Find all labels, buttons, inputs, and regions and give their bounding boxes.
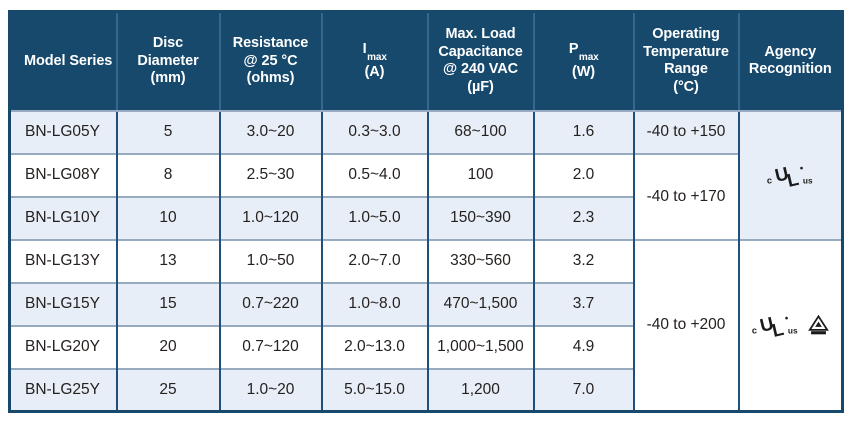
header-row: Model Series Disc Diameter (mm) Resistan… <box>8 11 843 112</box>
cULus-mark-icon: c U L us <box>767 162 813 189</box>
cell-model: BN-LG20Y <box>8 324 117 369</box>
cell-disc-diameter: 13 <box>115 238 220 283</box>
spec-table: Model Series Disc Diameter (mm) Resistan… <box>8 10 844 413</box>
cell-resistance: 1.0~120 <box>218 195 322 240</box>
cell-imax: 1.0~8.0 <box>320 281 428 326</box>
cell-resistance: 1.0~50 <box>218 238 322 283</box>
svg-text:us: us <box>788 326 798 336</box>
table-row: BN-LG25Y 25 1.0~20 5.0~15.0 1,200 7.0 <box>8 367 843 412</box>
cell-pmax: 2.3 <box>532 195 634 240</box>
cell-pmax: 2.0 <box>532 152 634 197</box>
cell-model: BN-LG05Y <box>8 109 117 154</box>
cell-disc-diameter: 15 <box>115 281 220 326</box>
svg-text:c: c <box>767 175 772 185</box>
cell-pmax: 4.9 <box>532 324 634 369</box>
table-row: BN-LG15Y 15 0.7~220 1.0~8.0 470~1,500 3.… <box>8 281 843 326</box>
cell-model: BN-LG15Y <box>8 281 117 326</box>
svg-text:U: U <box>773 162 791 185</box>
col-header-agency-recognition: Agency Recognition <box>737 11 843 112</box>
table-row: BN-LG05Y 5 3.0~20 0.3~3.0 68~100 1.6 -40… <box>8 109 843 240</box>
svg-text:c: c <box>752 326 757 336</box>
cell-disc-diameter: 10 <box>115 195 220 240</box>
cell-pmax: 3.7 <box>532 281 634 326</box>
cell-capacitance: 470~1,500 <box>426 281 534 326</box>
cell-pmax: 3.2 <box>532 238 634 283</box>
cULus-mark-icon: c U L us <box>752 313 798 340</box>
cell-imax: 0.5~4.0 <box>320 152 428 197</box>
cell-imax: 1.0~5.0 <box>320 195 428 240</box>
svg-text:L: L <box>770 318 786 339</box>
table-row: BN-LG20Y 20 0.7~120 2.0~13.0 1,000~1,500… <box>8 324 843 369</box>
cell-capacitance: 150~390 <box>426 195 534 240</box>
triangle-certification-mark-icon <box>808 314 830 335</box>
svg-text:L: L <box>785 168 801 189</box>
cell-disc-diameter: 8 <box>115 152 220 197</box>
header-label: Model Series <box>24 52 113 69</box>
col-header-model-series: Model Series <box>8 11 117 112</box>
cell-resistance: 1.0~20 <box>218 367 322 412</box>
cell-temp-range: -40 to +170 <box>632 152 739 240</box>
cell-agency-recognition: c U L us <box>737 109 843 240</box>
cell-pmax: 1.6 <box>532 109 634 154</box>
cell-temp-range: -40 to +150 <box>632 109 739 154</box>
cell-model: BN-LG13Y <box>8 238 117 283</box>
cell-disc-diameter: 20 <box>115 324 220 369</box>
table-row: BN-LG10Y 10 1.0~120 1.0~5.0 150~390 2.3 <box>8 195 843 240</box>
cell-capacitance: 1,000~1,500 <box>426 324 534 369</box>
cell-disc-diameter: 25 <box>115 367 220 412</box>
cell-model: BN-LG08Y <box>8 152 117 197</box>
cell-disc-diameter: 5 <box>115 109 220 154</box>
cell-model: BN-LG10Y <box>8 195 117 240</box>
cell-capacitance: 100 <box>426 152 534 197</box>
table-row: BN-LG08Y 8 2.5~30 0.5~4.0 100 2.0 -40 to… <box>8 152 843 240</box>
cell-resistance: 0.7~220 <box>218 281 322 326</box>
col-header-pmax: Pmax (W) <box>532 11 634 112</box>
cell-imax: 2.0~13.0 <box>320 324 428 369</box>
svg-text:U: U <box>758 313 776 336</box>
col-header-disc-diameter: Disc Diameter (mm) <box>115 11 220 112</box>
cell-capacitance: 68~100 <box>426 109 534 154</box>
cell-imax: 2.0~7.0 <box>320 238 428 283</box>
cell-agency-recognition: c U L us <box>737 238 843 412</box>
col-header-resistance: Resistance @ 25 °C (ohms) <box>218 11 322 112</box>
svg-text:us: us <box>803 175 813 185</box>
cell-imax: 0.3~3.0 <box>320 109 428 154</box>
cell-resistance: 3.0~20 <box>218 109 322 154</box>
cell-capacitance: 330~560 <box>426 238 534 283</box>
cell-pmax: 7.0 <box>532 367 634 412</box>
table-row: BN-LG13Y 13 1.0~50 2.0~7.0 330~560 3.2 -… <box>8 238 843 412</box>
cell-resistance: 2.5~30 <box>218 152 322 197</box>
cell-capacitance: 1,200 <box>426 367 534 412</box>
col-header-max-load-capacitance: Max. Load Capacitance @ 240 VAC (µF) <box>426 11 534 112</box>
cell-temp-range: -40 to +200 <box>632 238 739 412</box>
cell-resistance: 0.7~120 <box>218 324 322 369</box>
spec-table-container: Model Series Disc Diameter (mm) Resistan… <box>8 10 844 413</box>
col-header-operating-temperature: Operating Temperature Range (°C) <box>632 11 739 112</box>
col-header-imax: Imax (A) <box>320 11 428 112</box>
cell-imax: 5.0~15.0 <box>320 367 428 412</box>
cell-model: BN-LG25Y <box>8 367 117 412</box>
